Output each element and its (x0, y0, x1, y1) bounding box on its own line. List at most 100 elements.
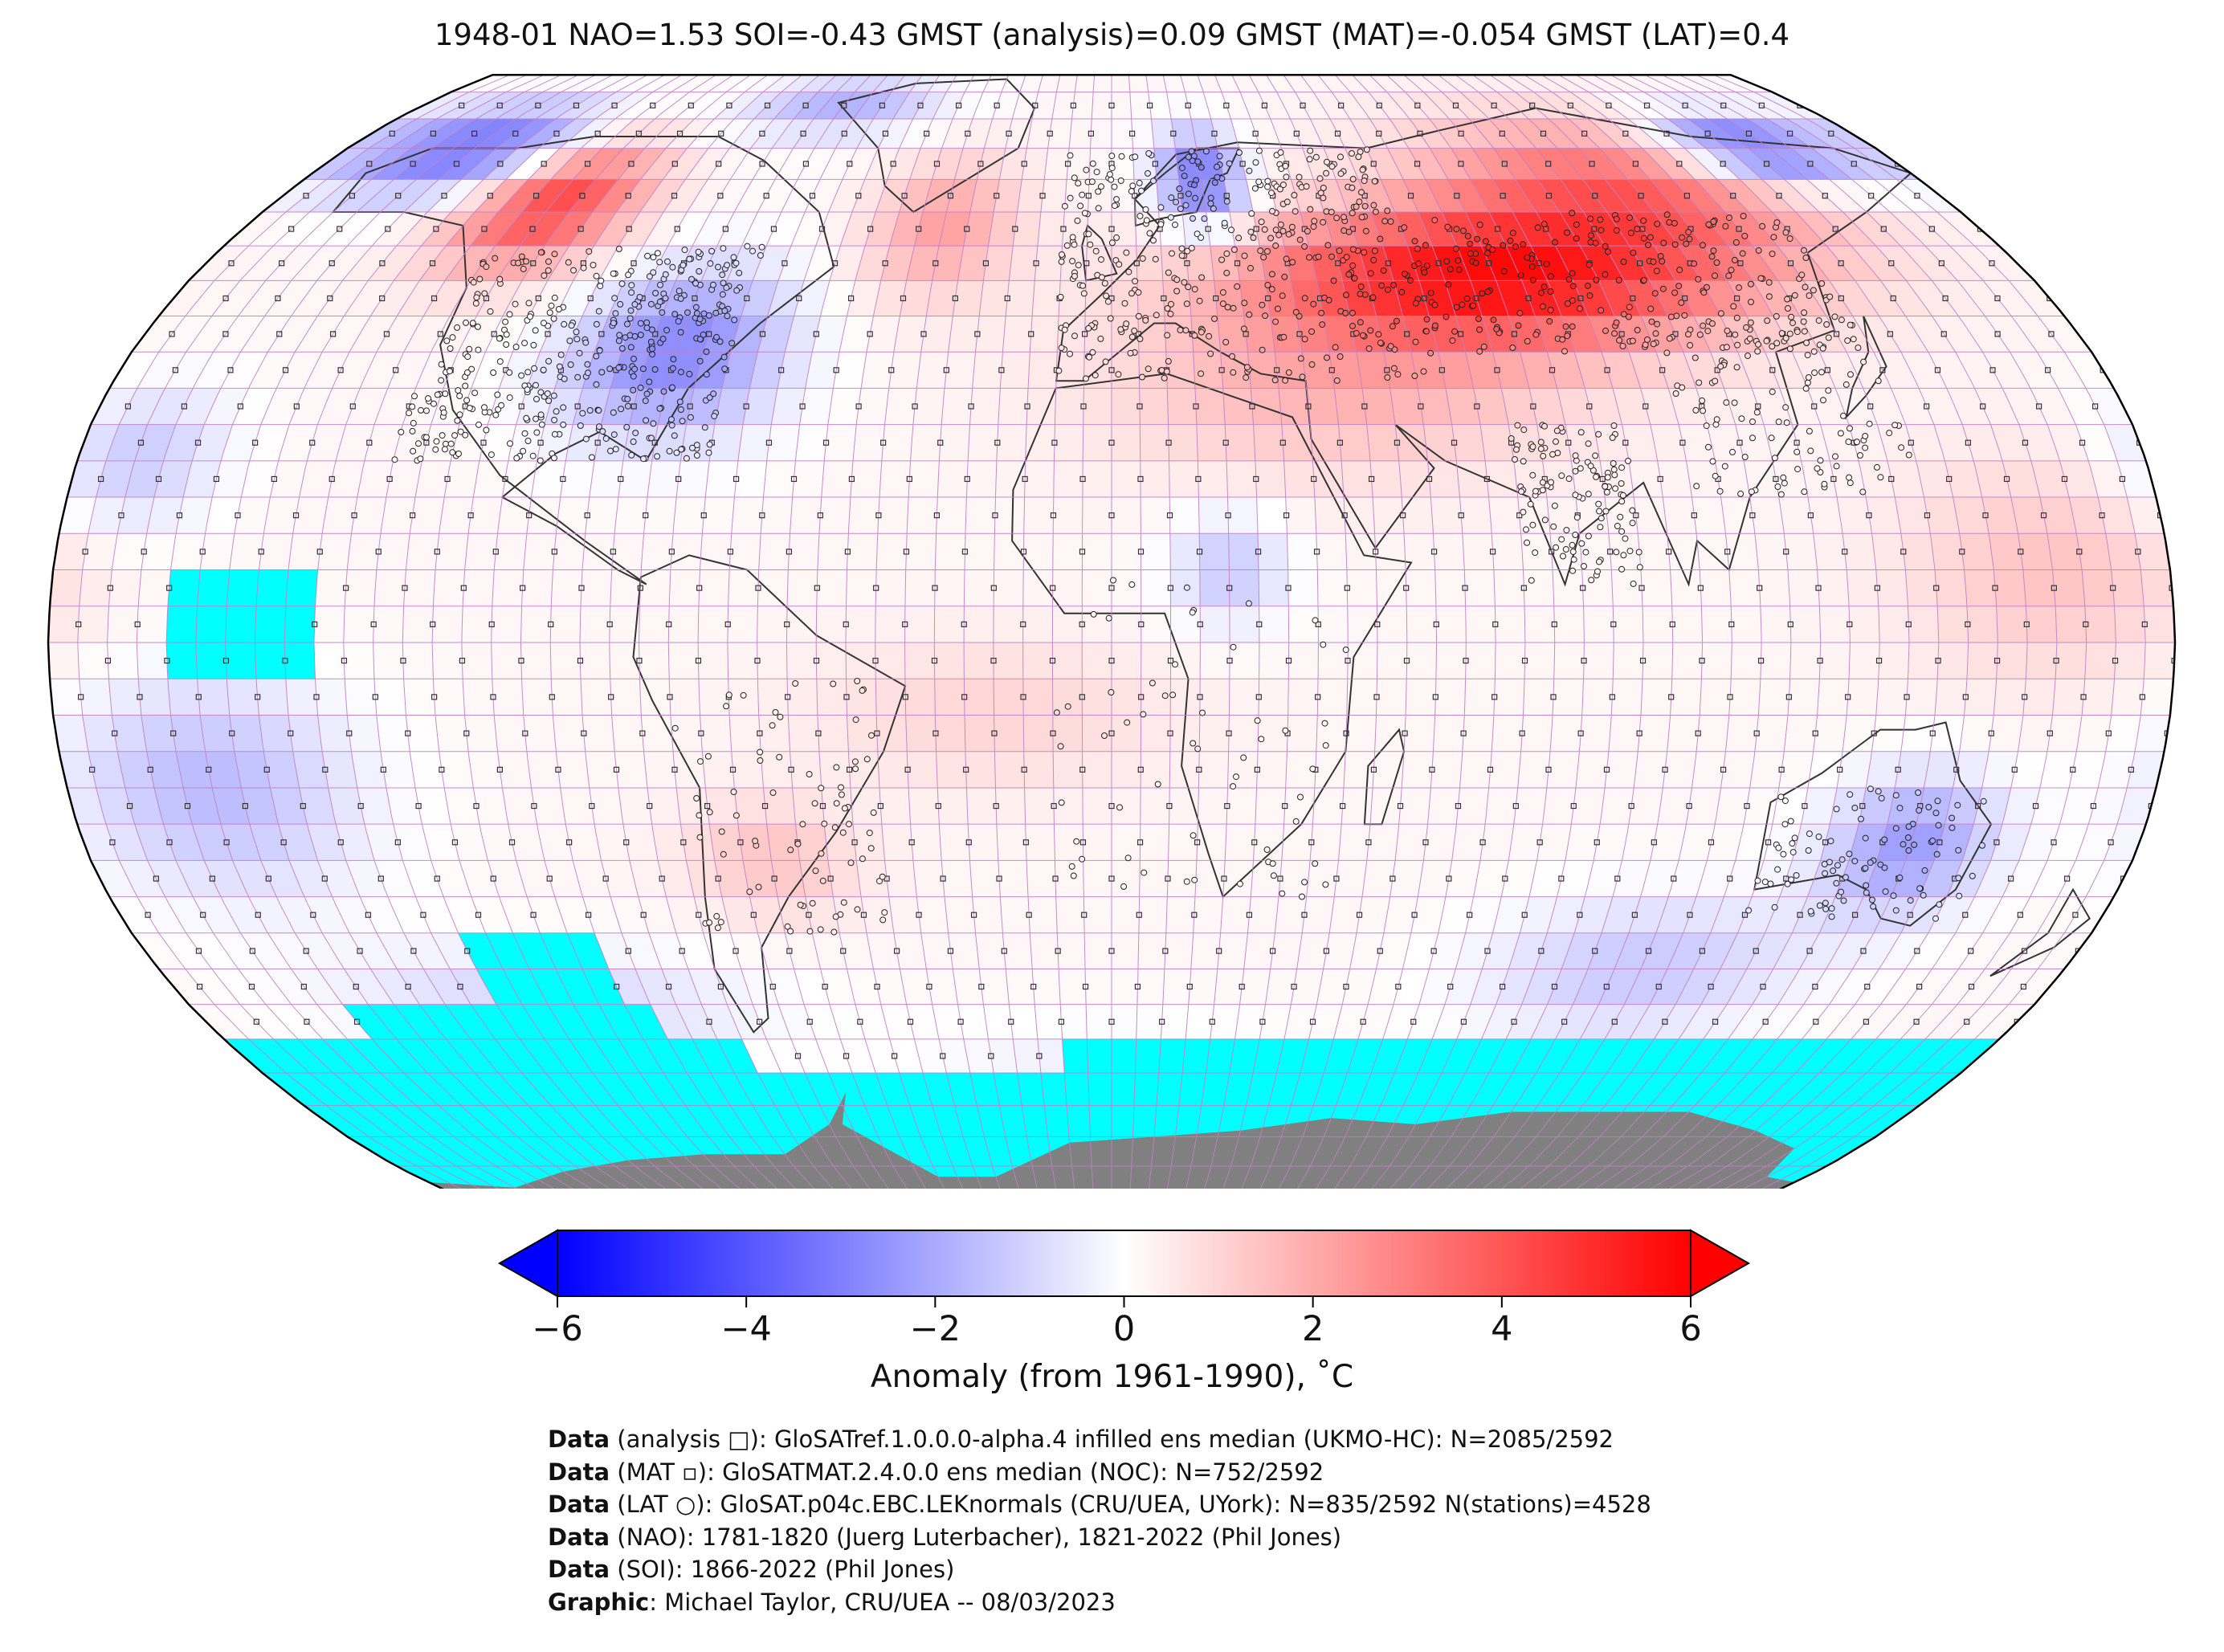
station-circle (1182, 202, 1190, 209)
analysis-marker (1589, 161, 1595, 167)
no-data-cell (582, 969, 625, 1005)
station-circle (1625, 458, 1631, 464)
no-data-cell (1812, 1105, 1875, 1137)
no-data-cell (781, 1073, 820, 1106)
anomaly-cell (2098, 751, 2136, 788)
anomaly-cell (1696, 388, 1736, 425)
station-circle (518, 372, 525, 379)
no-data-cell (842, 1105, 879, 1137)
station-circle (1320, 218, 1327, 226)
station-circle (469, 320, 476, 327)
no-data-cell (567, 932, 609, 969)
anomaly-cell (137, 352, 186, 389)
no-data-cell (255, 569, 288, 606)
anomaly-cell (1373, 751, 1405, 788)
analysis-marker (394, 839, 401, 846)
station-circle (1708, 253, 1716, 260)
anomaly-cell (1578, 148, 1628, 180)
anomaly-cell (1140, 460, 1170, 498)
station-circle (1283, 255, 1290, 263)
no-data-cell (977, 1105, 1006, 1137)
analysis-marker (1639, 658, 1647, 664)
anomaly-cell (1465, 352, 1502, 389)
analysis-marker (1137, 766, 1144, 773)
analysis-marker (1614, 875, 1621, 882)
anomaly-cell (963, 212, 994, 247)
anomaly-cell (1168, 424, 1198, 461)
anomaly-cell (654, 92, 708, 119)
anomaly-cell (212, 460, 250, 498)
anomaly-cell (1935, 569, 1968, 606)
anomaly-cell (1310, 824, 1342, 861)
analysis-marker (1904, 694, 1910, 700)
station-circle (532, 327, 539, 334)
anomaly-cell (914, 1038, 947, 1073)
analysis-marker (880, 439, 887, 446)
station-circle (1562, 323, 1569, 330)
analysis-marker (822, 983, 828, 990)
anomaly-cell (953, 969, 984, 1005)
analysis-marker (1529, 102, 1536, 108)
anomaly-cell (1727, 148, 1785, 180)
anomaly-cell (508, 824, 545, 861)
anomaly-cell (495, 212, 546, 247)
analysis-marker (671, 161, 678, 167)
station-circle (1079, 191, 1086, 198)
anomaly-cell (671, 75, 723, 92)
analysis-marker (1630, 295, 1636, 302)
station-circle (639, 365, 647, 373)
anomaly-cell (1317, 569, 1348, 606)
analysis-marker (759, 512, 765, 519)
station-circle (703, 349, 710, 355)
analysis-marker (496, 766, 504, 773)
no-data-cell (999, 1105, 1027, 1137)
station-circle (787, 928, 794, 935)
anomaly-cell (1613, 860, 1651, 897)
anomaly-cell (1419, 280, 1456, 316)
anomaly-cell (460, 148, 517, 180)
analysis-marker (1845, 694, 1851, 700)
anomaly-cell (1735, 424, 1773, 461)
anomaly-cell (580, 642, 610, 679)
analysis-marker (300, 802, 306, 810)
station-circle (1323, 169, 1330, 177)
analysis-marker (197, 983, 203, 990)
analysis-marker (630, 403, 637, 410)
anomaly-cell (272, 212, 333, 247)
station-circle (657, 281, 663, 288)
station-circle (1653, 267, 1660, 275)
analysis-marker (2022, 694, 2028, 700)
anomaly-cell (1341, 460, 1373, 498)
no-data-cell (1493, 1073, 1536, 1106)
analysis-marker (383, 331, 390, 337)
no-data-cell (1785, 1073, 1843, 1106)
station-circle (1801, 328, 1808, 335)
anomaly-cell (1333, 1004, 1369, 1039)
anomaly-cell (928, 75, 960, 92)
station-circle (1905, 823, 1912, 830)
station-circle (650, 269, 657, 276)
anomaly-cell (1057, 932, 1085, 969)
station-circle (1474, 235, 1481, 243)
station-circle (545, 357, 553, 365)
station-circle (476, 275, 484, 283)
anomaly-cell (1002, 932, 1033, 969)
analysis-marker (1671, 875, 1677, 882)
station-circle (649, 345, 655, 353)
analysis-marker (737, 839, 744, 846)
station-circle (1610, 422, 1618, 429)
station-circle (1806, 292, 1813, 300)
anomaly-cell (1627, 179, 1678, 212)
station-circle (1181, 279, 1188, 286)
station-circle (1890, 892, 1897, 899)
station-circle (1731, 256, 1738, 263)
no-data-cell (394, 1004, 446, 1039)
station-circle (1529, 471, 1536, 479)
station-circle (1381, 218, 1389, 225)
anomaly-cell (1755, 715, 1788, 752)
analysis-marker (1033, 260, 1039, 267)
station-circle (1173, 276, 1181, 283)
analysis-marker (1570, 802, 1577, 810)
anomaly-cell (1376, 569, 1407, 606)
anomaly-cell (1607, 92, 1669, 119)
